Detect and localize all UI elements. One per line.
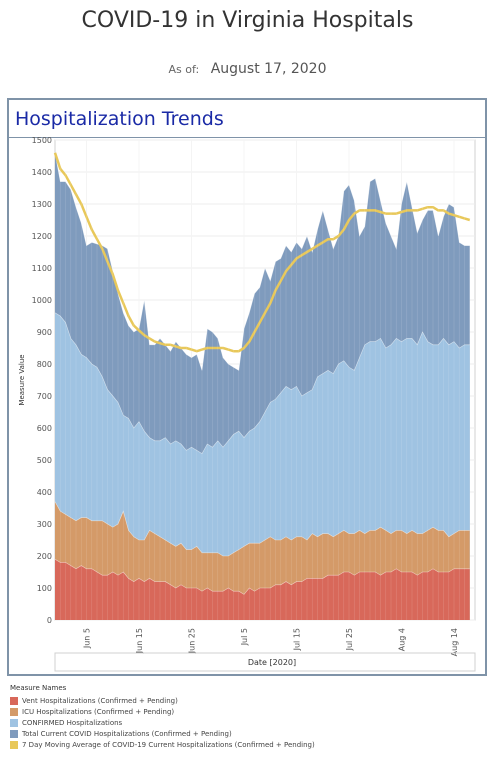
legend-label: ICU Hospitalizations (Confirmed + Pendin… xyxy=(22,707,175,716)
y-tick-label: 1300 xyxy=(32,200,52,209)
x-tick-label: Jun 5 xyxy=(83,628,92,649)
y-tick-label: 1100 xyxy=(32,264,52,273)
legend-swatch xyxy=(10,729,18,738)
legend-item[interactable]: Total Current COVID Hospitalizations (Co… xyxy=(10,728,315,739)
y-tick-label: 500 xyxy=(37,456,52,465)
y-tick-label: 400 xyxy=(37,488,52,497)
legend-label: Vent Hospitalizations (Confirmed + Pendi… xyxy=(22,696,178,705)
y-tick-label: 300 xyxy=(37,520,52,529)
legend-swatch xyxy=(10,707,18,716)
x-tick-label: Jul 5 xyxy=(240,628,249,646)
x-tick-label: Jun 25 xyxy=(188,628,197,654)
y-tick-label: 200 xyxy=(37,552,52,561)
legend-label: CONFIRMED Hospitalizations xyxy=(22,718,123,727)
y-axis-title: Measure Value xyxy=(18,354,26,405)
legend: Measure Names Vent Hospitalizations (Con… xyxy=(10,684,315,750)
panel-separator xyxy=(9,137,485,138)
x-axis-title-box xyxy=(54,652,476,672)
series-edge-1 xyxy=(54,312,470,455)
y-tick-label: 1000 xyxy=(32,296,52,305)
as-of-date: August 17, 2020 xyxy=(210,61,327,77)
legend-item[interactable]: 7 Day Moving Average of COVID-19 Current… xyxy=(10,739,315,750)
y-tick-label: 1500 xyxy=(32,136,52,145)
x-tick-label: Aug 4 xyxy=(398,628,407,651)
x-tick-label: Jun 15 xyxy=(135,628,144,654)
y-tick-label: 800 xyxy=(37,360,52,369)
legend-swatch xyxy=(10,718,18,727)
as-of-row: As of: August 17, 2020 xyxy=(0,61,495,77)
x-tick-label: Jul 15 xyxy=(293,628,302,651)
y-tick-label: 1200 xyxy=(32,232,52,241)
y-tick-label: 600 xyxy=(37,424,52,433)
series-line-moving-average xyxy=(53,152,471,353)
y-tick-label: 1400 xyxy=(32,168,52,177)
legend-item[interactable]: ICU Hospitalizations (Confirmed + Pendin… xyxy=(10,706,315,717)
series-edge-3 xyxy=(54,558,470,595)
series-area-3 xyxy=(55,559,470,620)
legend-label: 7 Day Moving Average of COVID-19 Current… xyxy=(22,740,315,749)
as-of-label: As of: xyxy=(168,63,200,76)
y-tick-label: 0 xyxy=(47,616,52,625)
hospitalization-chart: 0 100 200 300 400 500 600 700 800 900 1000 1100 1200… xyxy=(18,136,476,672)
legend-label: Total Current COVID Hospitalizations (Co… xyxy=(22,729,232,738)
x-tick-label: Jul 25 xyxy=(345,628,354,651)
legend-item[interactable]: CONFIRMED Hospitalizations xyxy=(10,717,315,728)
y-tick-label: 700 xyxy=(37,392,52,401)
legend-swatch xyxy=(10,740,18,749)
legend-item[interactable]: Vent Hospitalizations (Confirmed + Pendi… xyxy=(10,695,315,706)
series-edge-2 xyxy=(54,501,470,557)
legend-swatch xyxy=(10,696,18,705)
x-tick-label: Aug 14 xyxy=(450,628,459,656)
y-tick-label: 900 xyxy=(37,328,52,337)
page-title: COVID-19 in Virginia Hospitals xyxy=(81,8,414,33)
y-tick-label: 100 xyxy=(37,584,52,593)
legend-title: Measure Names xyxy=(10,684,67,692)
panel-title: Hospitalization Trends xyxy=(15,108,224,130)
x-axis-title: Date [2020] xyxy=(248,658,296,667)
